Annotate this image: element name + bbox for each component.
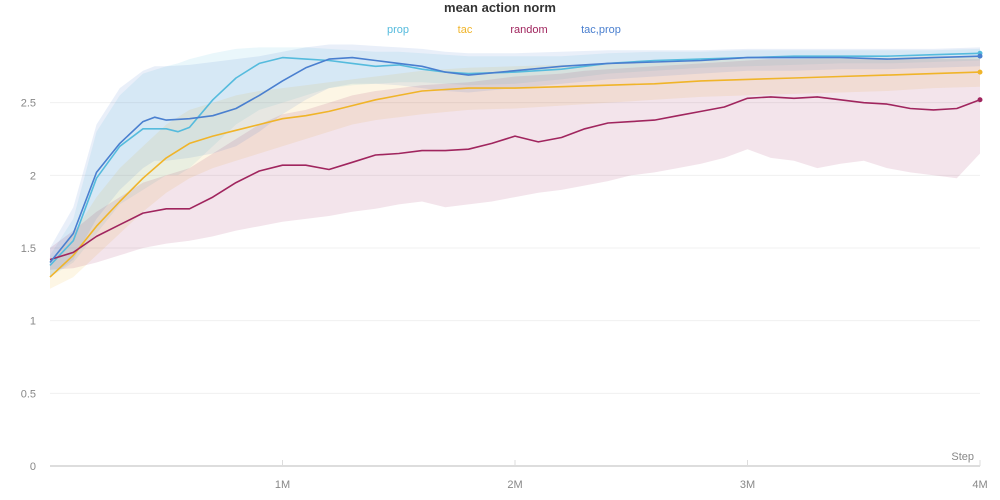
y-tick-label: 1.5	[21, 243, 36, 255]
x-tick-label: 4M	[972, 479, 987, 491]
series-lines	[49, 50, 983, 278]
legend-entry: random	[510, 24, 547, 36]
x-tick-label: 2M	[507, 479, 522, 491]
y-tick-label: 1	[30, 316, 36, 328]
y-tick-label: 2.5	[21, 98, 36, 110]
chart-title: mean action norm	[444, 0, 556, 15]
x-tick-label: 1M	[275, 479, 290, 491]
x-tick-label: 3M	[740, 479, 755, 491]
band-tac-prop	[50, 44, 980, 278]
end-point-tac-prop	[977, 53, 983, 59]
y-tick-label: 2	[30, 170, 36, 182]
end-point-tac	[977, 69, 983, 75]
end-point-random	[977, 97, 983, 103]
y-tick-label: 0	[30, 461, 36, 473]
legend-entry: prop	[387, 24, 409, 36]
y-tick-label: 0.5	[21, 388, 36, 400]
band-tac	[50, 56, 980, 289]
line-tac-prop	[49, 55, 981, 264]
line-tac	[49, 71, 981, 278]
confidence-bands	[50, 44, 980, 289]
grid	[50, 102, 980, 394]
x-axis: 1M 2M 3M 4M	[50, 460, 988, 491]
y-axis: 0 0.5 1 1.5 2 2.5	[21, 98, 36, 473]
band-random	[50, 59, 980, 270]
legend-entry: tac	[458, 24, 473, 36]
legend: prop tac random tac,prop	[387, 24, 621, 36]
line-random	[49, 96, 981, 261]
x-axis-label: Step	[951, 451, 974, 463]
legend-entry: tac,prop	[581, 24, 621, 36]
